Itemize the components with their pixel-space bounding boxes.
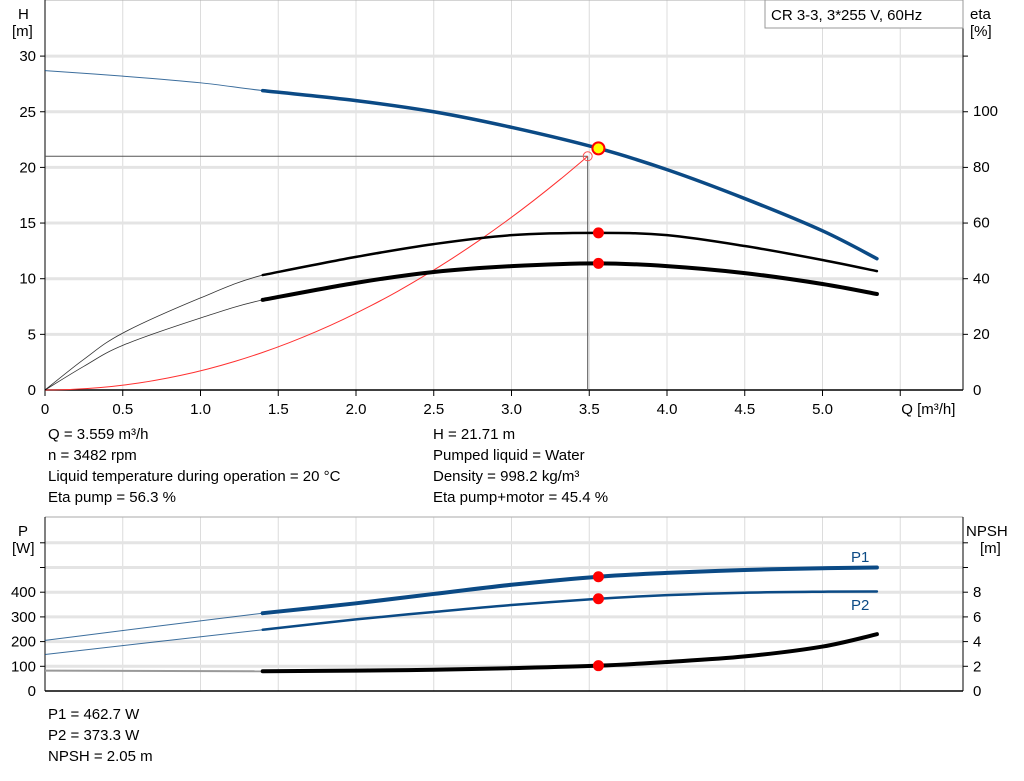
legend-text: CR 3-3, 3*255 V, 60Hz	[771, 7, 922, 24]
y-axis-unit: [m]	[12, 23, 33, 40]
info-top-left: Q = 3.559 m³/h n = 3482 rpm Liquid tempe…	[48, 424, 340, 508]
y-tick-label: 30	[19, 48, 36, 65]
p1-label: P1	[851, 549, 869, 566]
info-liquid: Pumped liquid = Water	[433, 447, 585, 464]
info-p2: P2 = 373.3 W	[48, 727, 140, 744]
info-eta-pump-motor: Eta pump+motor = 45.4 %	[433, 489, 609, 506]
info-head: H = 21.71 m	[433, 426, 516, 443]
info-npsh: NPSH = 2.05 m	[48, 748, 153, 765]
y2-axis-unit: [%]	[970, 23, 992, 40]
info-temperature: Liquid temperature during operation = 20…	[48, 468, 341, 485]
x-tick-label: 5.0	[812, 401, 833, 418]
y-axis-label: P	[18, 523, 28, 540]
y2-tick-label: 20	[973, 326, 990, 343]
x-tick-label: 2.0	[346, 401, 367, 418]
p2-curve-extrapolated	[44, 590, 877, 655]
y-tick-label: 200	[11, 634, 36, 651]
eta-pump-marker	[592, 227, 604, 239]
y2-axis-label: NPSH	[966, 523, 1008, 540]
x-tick-label: 2.5	[423, 401, 444, 418]
eta-pump-motor-curve-line	[260, 261, 879, 302]
x-tick-label: 0.5	[112, 401, 133, 418]
info-bottom: P1 = 462.7 W P2 = 373.3 W NPSH = 2.05 m	[48, 704, 153, 767]
x-tick-label: 4.0	[657, 401, 678, 418]
y2-tick-label: 60	[973, 215, 990, 232]
x-tick-label: 1.5	[268, 401, 289, 418]
y-axis-unit: [W]	[12, 540, 35, 557]
system-curve	[44, 155, 589, 391]
p1-marker	[592, 571, 604, 583]
y2-tick-label: 0	[973, 683, 981, 700]
p2-curve-line	[261, 590, 879, 631]
legend-box	[764, 0, 964, 29]
eta-pump-curve-extrapolated	[44, 232, 878, 391]
y2-tick-label: 0	[973, 382, 981, 399]
y2-tick-label: 2	[973, 658, 981, 675]
y-tick-label: 15	[19, 215, 36, 232]
y-tick-label: 300	[11, 609, 36, 626]
eta-pump-motor-curve-extrapolated	[44, 262, 877, 391]
x-axis-label: Q [m³/h]	[901, 401, 955, 418]
x-tick-label: 3.5	[579, 401, 600, 418]
y2-axis-unit: [m]	[980, 540, 1001, 557]
x-tick-label: 4.5	[734, 401, 755, 418]
y2-tick-label: 80	[973, 159, 990, 176]
eta-pump-motor-marker	[592, 257, 604, 269]
x-tick-label: 3.0	[501, 401, 522, 418]
info-speed: n = 3482 rpm	[48, 447, 137, 464]
y2-tick-label: 40	[973, 270, 990, 287]
y-tick-label: 0	[28, 683, 36, 700]
y2-tick-label: 8	[973, 584, 981, 601]
npsh-marker	[592, 660, 604, 672]
y-axis-label: H	[18, 6, 29, 23]
x-tick-label: 1.0	[190, 401, 211, 418]
duty-point-marker	[582, 151, 593, 162]
y2-tick-label: 100	[973, 103, 998, 120]
head-curve-extrapolated	[44, 70, 878, 260]
p1-curve-line	[260, 565, 879, 616]
info-density: Density = 998.2 kg/m³	[433, 468, 580, 485]
operating-point-marker	[591, 141, 606, 156]
p2-marker	[592, 593, 604, 605]
info-flow: Q = 3.559 m³/h	[48, 426, 149, 443]
y2-tick-label: 4	[973, 634, 981, 651]
y-tick-label: 10	[19, 271, 36, 288]
y-tick-label: 5	[28, 326, 36, 343]
y-tick-label: 20	[19, 159, 36, 176]
eta-pump-curve-line	[261, 231, 879, 277]
y2-tick-label: 6	[973, 609, 981, 626]
y-tick-label: 25	[19, 104, 36, 121]
x-tick-label: 0	[41, 401, 49, 418]
y-tick-label: 100	[11, 658, 36, 675]
info-p1: P1 = 462.7 W	[48, 706, 140, 723]
p1-curve-extrapolated	[44, 567, 877, 641]
y-tick-label: 0	[28, 382, 36, 399]
p2-label: P2	[851, 597, 869, 614]
info-eta-pump: Eta pump = 56.3 %	[48, 489, 176, 506]
npsh-curve-extrapolated	[44, 669, 263, 673]
info-top-right: H = 21.71 m Pumped liquid = Water Densit…	[433, 424, 608, 508]
y-tick-label: 400	[11, 584, 36, 601]
y2-axis-label: eta	[970, 6, 992, 23]
